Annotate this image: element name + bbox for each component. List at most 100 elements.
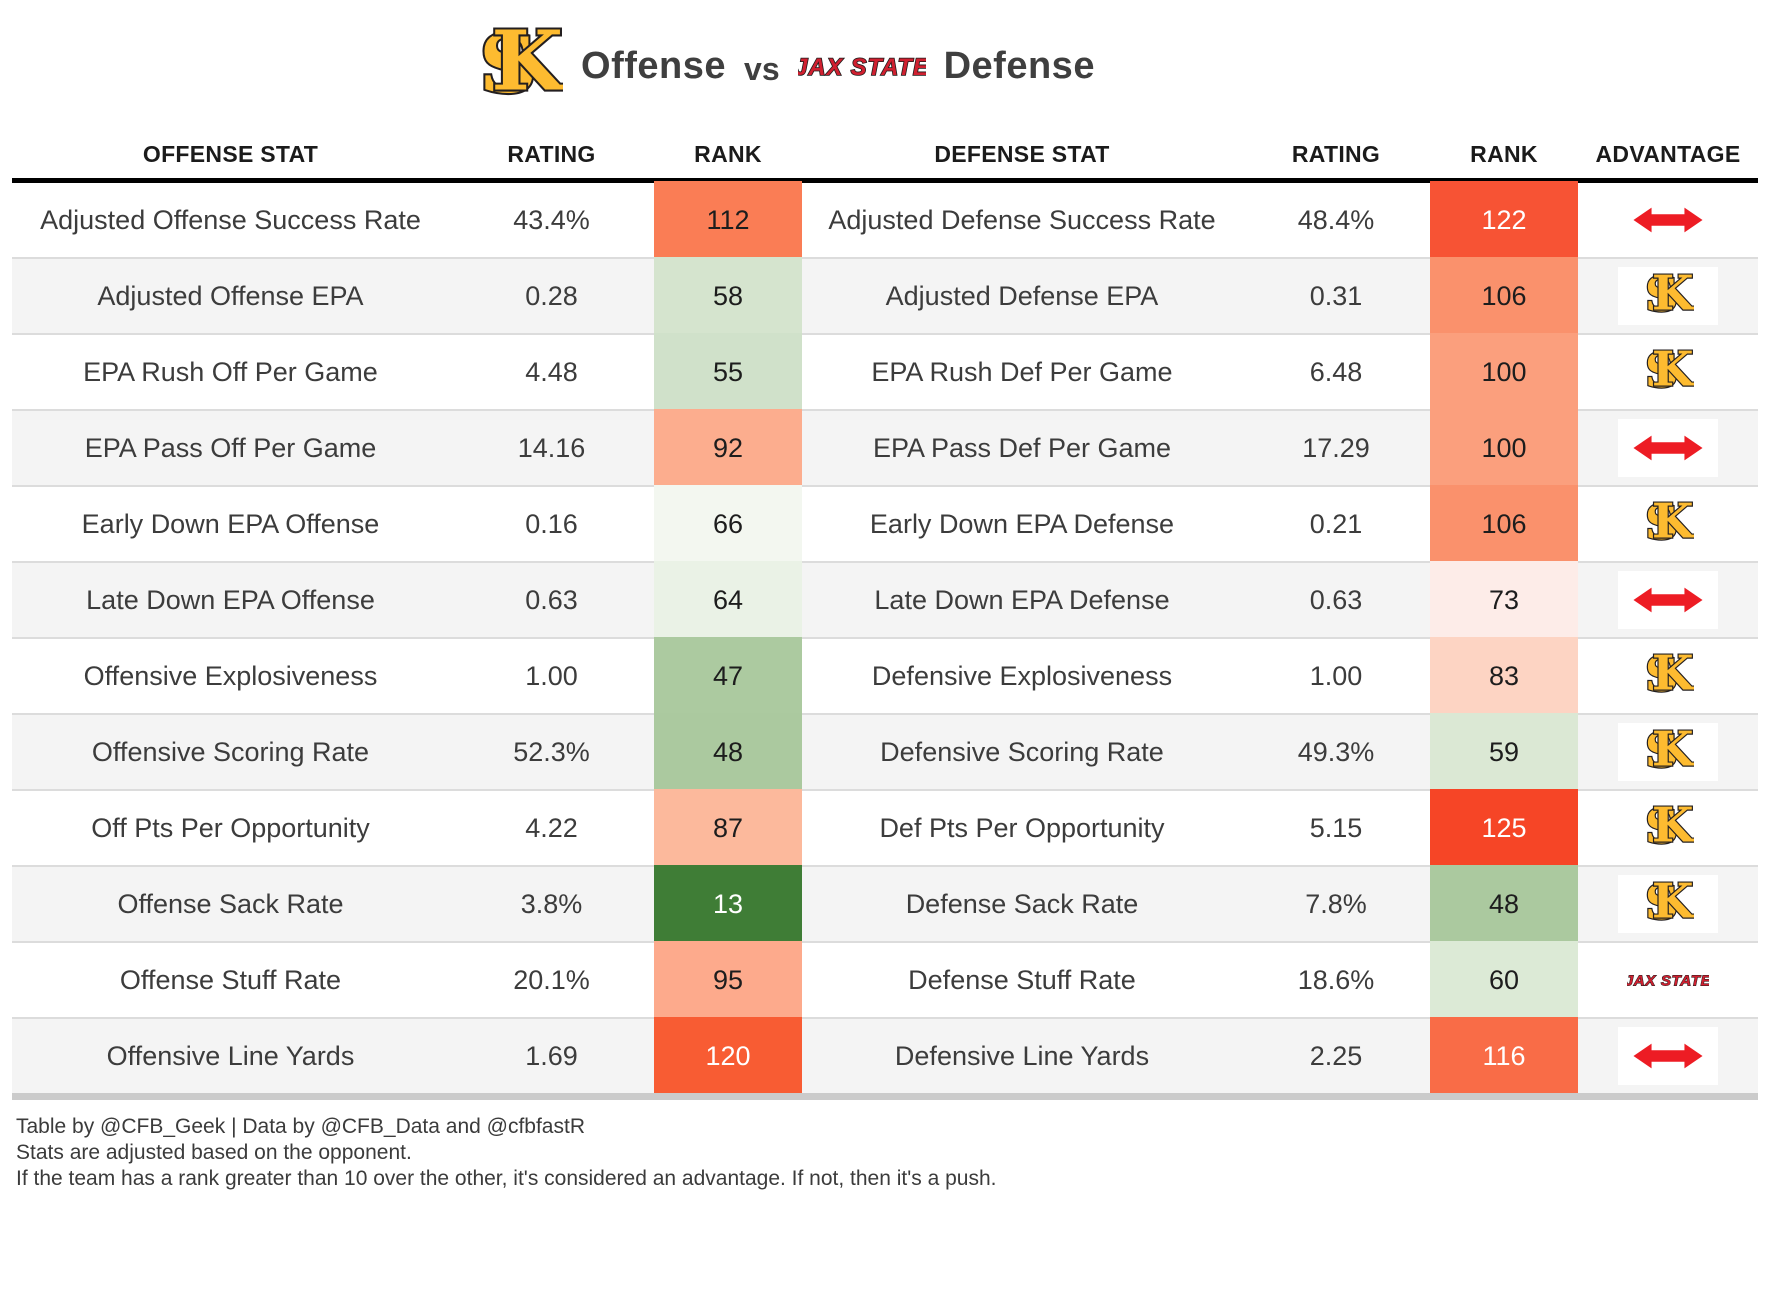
offense-stat-name: Offensive Scoring Rate	[91, 736, 370, 767]
defense-stat-name: Defense Sack Rate	[905, 888, 1139, 919]
defense-stat-name: EPA Rush Def Per Game	[871, 356, 1173, 387]
push-arrow-icon	[1633, 1043, 1703, 1069]
kennesaw-state-logo-icon: S K	[1644, 496, 1694, 551]
advantage-cell: S K	[1578, 335, 1758, 409]
push-arrow-icon	[1633, 435, 1703, 461]
svg-text:JAX STATE: JAX STATE	[798, 55, 926, 81]
table-row: Offensive Explosiveness 1.00 47 Defensiv…	[12, 637, 1758, 713]
kennesaw-state-logo-icon: S K	[1644, 800, 1694, 855]
svg-text:JAX STATE: JAX STATE	[1627, 973, 1709, 990]
table-row: Offensive Line Yards 1.69 120 Defensive …	[12, 1017, 1758, 1093]
svg-text:S: S	[1645, 344, 1679, 398]
svg-text:K: K	[1652, 800, 1694, 854]
vs-label: vs	[744, 50, 780, 87]
offense-rank-cell: 95	[654, 941, 802, 1017]
svg-text:K: K	[1652, 496, 1694, 550]
offense-stat-name: Offensive Line Yards	[106, 1040, 355, 1071]
defense-rating-value: 7.8%	[1305, 888, 1367, 919]
offense-rating-value: 1.69	[525, 1040, 578, 1071]
offense-rank-cell: 47	[654, 637, 802, 713]
svg-text:K: K	[1652, 344, 1694, 398]
push-arrow-icon	[1633, 207, 1703, 233]
offense-stat-name: Offense Sack Rate	[117, 888, 344, 919]
offense-rating-value: 52.3%	[513, 736, 590, 767]
svg-text:S: S	[1645, 648, 1679, 702]
svg-text:S: S	[1645, 496, 1679, 550]
table-header-row: OFFENSE STAT RATING RANK DEFENSE STAT RA…	[12, 132, 1758, 183]
header-defense-stat: DEFENSE STAT	[934, 141, 1110, 167]
defense-title-label: Defense	[943, 44, 1095, 87]
advantage-cell	[1578, 563, 1758, 637]
defense-rank-cell: 59	[1430, 713, 1578, 789]
svg-text:K: K	[1652, 268, 1694, 322]
defense-rating-value: 1.00	[1309, 660, 1363, 691]
defense-stat-name: Early Down EPA Defense	[869, 508, 1175, 539]
advantage-icon-box: S K	[1618, 267, 1718, 325]
kennesaw-state-logo-icon: S K	[1644, 344, 1694, 399]
defense-rating-value: 18.6%	[1297, 964, 1375, 995]
defense-rating-value: 17.29	[1302, 432, 1370, 463]
defense-rating-value: 5.15	[1309, 812, 1363, 843]
svg-text:K: K	[491, 15, 563, 109]
advantage-icon-box	[1618, 1027, 1718, 1085]
header-defense-rank: RANK	[1470, 141, 1538, 167]
offense-stat-name: Off Pts Per Opportunity	[91, 812, 370, 843]
offense-stat-name: EPA Pass Off Per Game	[84, 432, 377, 463]
defense-rank-cell: 106	[1430, 257, 1578, 333]
defense-rank-cell: 83	[1430, 637, 1578, 713]
offense-rank-cell: 120	[654, 1017, 802, 1093]
table-body: Adjusted Offense Success Rate 43.4% 112 …	[12, 181, 1758, 1093]
header-advantage: ADVANTAGE	[1595, 141, 1741, 167]
offense-rating-value: 14.16	[517, 432, 586, 463]
svg-text:S: S	[479, 17, 537, 111]
offense-rating-value: 0.63	[525, 584, 578, 615]
footer-adjustment-note: Stats are adjusted based on the opponent…	[16, 1141, 412, 1164]
table-row: EPA Pass Off Per Game 14.16 92 EPA Pass …	[12, 409, 1758, 485]
offense-stat-name: Late Down EPA Offense	[86, 584, 375, 615]
defense-rating-value: 2.25	[1309, 1040, 1363, 1071]
defense-rank-cell: 100	[1430, 333, 1578, 409]
offense-stat-name: Adjusted Offense Success Rate	[40, 204, 421, 235]
jax-state-logo-icon: JAX STATE	[1627, 972, 1709, 990]
defense-rank-cell: 48	[1430, 865, 1578, 941]
defense-stat-name: Adjusted Defense EPA	[885, 280, 1159, 311]
offense-rank-cell: 13	[654, 865, 802, 941]
defense-stat-name: Def Pts Per Opportunity	[879, 812, 1165, 843]
table-row: Adjusted Offense Success Rate 43.4% 112 …	[12, 181, 1758, 257]
offense-rating-value: 4.48	[525, 356, 578, 387]
defense-stat-name: EPA Pass Def Per Game	[872, 432, 1172, 463]
offense-rank-cell: 92	[654, 409, 802, 485]
table-row: Adjusted Offense EPA 0.28 58 Adjusted De…	[12, 257, 1758, 333]
offense-rank-cell: 58	[654, 257, 802, 333]
advantage-cell: S K	[1578, 487, 1758, 561]
defense-stat-name: Defensive Line Yards	[894, 1040, 1150, 1071]
advantage-icon-box: S K	[1618, 495, 1718, 553]
svg-text:K: K	[1652, 648, 1694, 702]
table-row: Late Down EPA Offense 0.63 64 Late Down …	[12, 561, 1758, 637]
footer-credit-line: Table by @CFB_Geek | Data by @CFB_Data a…	[16, 1115, 585, 1138]
offense-rank-cell: 55	[654, 333, 802, 409]
stats-table: OFFENSE STAT RATING RANK DEFENSE STAT RA…	[12, 132, 1758, 1100]
defense-stat-name: Adjusted Defense Success Rate	[828, 204, 1216, 235]
advantage-icon-box: S K	[1618, 343, 1718, 401]
advantage-cell	[1578, 411, 1758, 485]
offense-stat-name: Early Down EPA Offense	[81, 508, 380, 539]
svg-text:S: S	[1645, 800, 1679, 854]
defense-stat-name: Defensive Scoring Rate	[880, 736, 1164, 767]
header-offense-rank: RANK	[694, 141, 762, 167]
defense-rating-value: 0.31	[1309, 280, 1363, 311]
kennesaw-state-logo-icon: S K	[1644, 724, 1694, 779]
offense-rating-value: 0.16	[525, 508, 578, 539]
offense-stat-name: Offensive Explosiveness	[83, 660, 378, 691]
advantage-cell: S K	[1578, 867, 1758, 941]
push-arrow-icon	[1633, 587, 1703, 613]
offense-rank-cell: 66	[654, 485, 802, 561]
offense-stat-name: EPA Rush Off Per Game	[83, 356, 378, 387]
svg-text:K: K	[1652, 724, 1694, 778]
kennesaw-state-logo-icon: S K	[1644, 876, 1694, 931]
kennesaw-state-logo-icon: S K	[1644, 648, 1694, 703]
defense-rank-cell: 106	[1430, 485, 1578, 561]
defense-rating-value: 48.4%	[1297, 204, 1375, 235]
kennesaw-state-logo: S K	[477, 15, 563, 113]
advantage-cell: S K	[1578, 259, 1758, 333]
